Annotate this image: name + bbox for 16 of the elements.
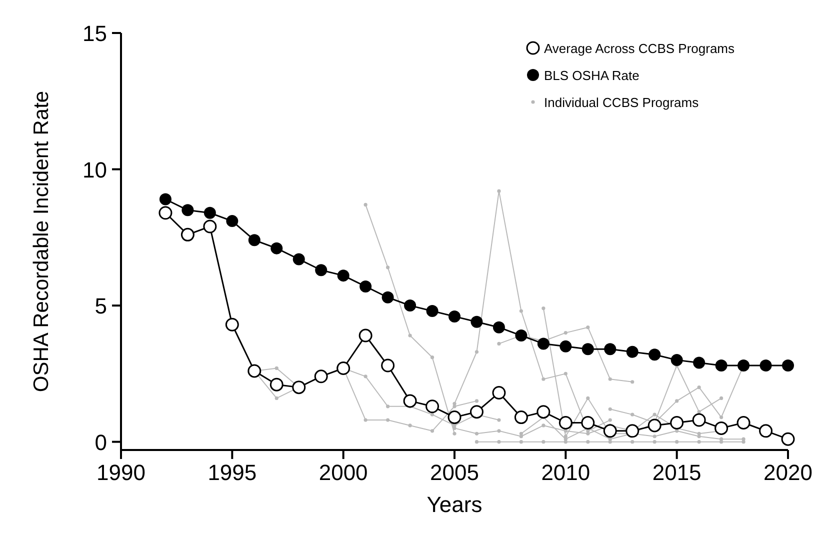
legend-label: Individual CCBS Programs [544,95,700,110]
x-tick-label: 1995 [208,460,257,485]
y-tick-label: 0 [94,430,107,455]
x-tick-label: 2005 [430,460,479,485]
y-axis-title: OSHA Recordable Incident Rate [30,90,53,392]
x-tick-label: 2020 [764,460,812,485]
y-tick-label: 5 [94,294,107,319]
x-axis-title: Years [426,492,482,517]
x-tick-label: 1990 [96,460,146,485]
y-tick-label: 15 [82,21,107,46]
x-tick-label: 2015 [652,460,702,485]
y-tick-label: 10 [82,157,107,182]
x-tick-label: 2010 [541,460,590,485]
x-tick-label: 2000 [318,460,368,485]
legend-label: BLS OSHA Rate [544,68,640,83]
legend-label: Average Across CCBS Programs [544,41,735,56]
